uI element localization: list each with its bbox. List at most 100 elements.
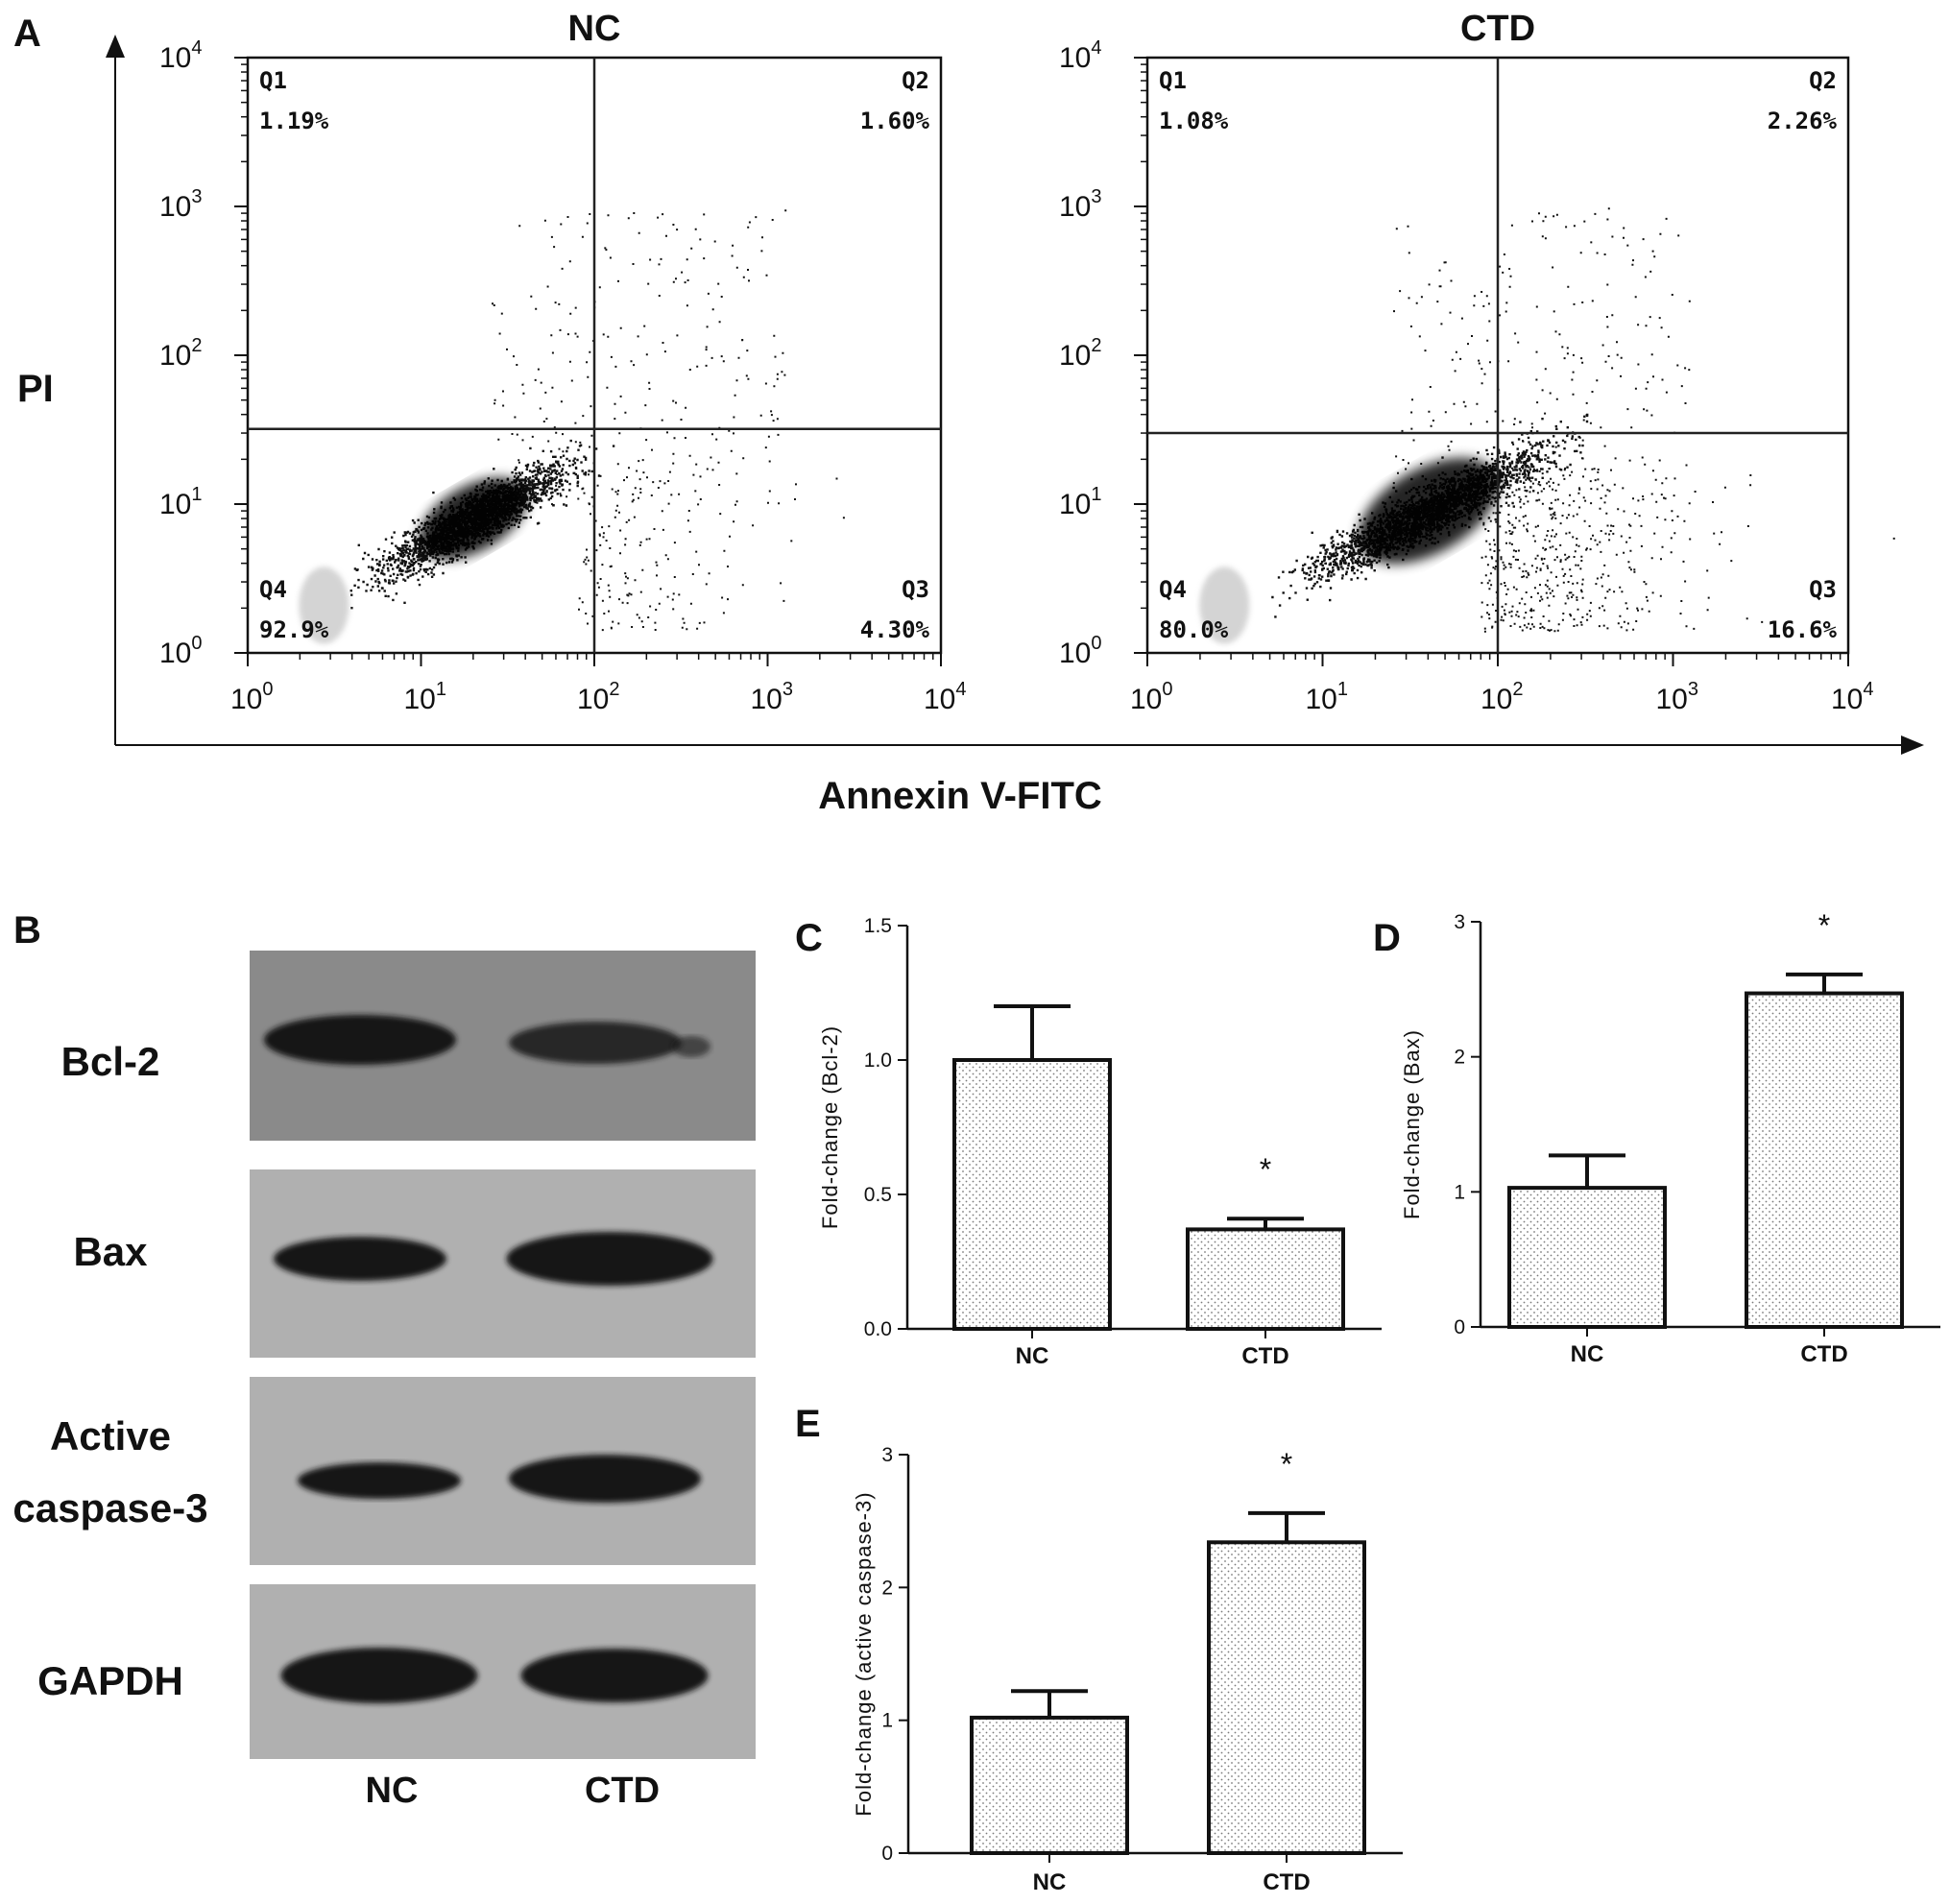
panel-letter-a: A (13, 12, 41, 55)
panel-letter-e: E (795, 1403, 821, 1445)
x-tick-label: 102 (1481, 679, 1524, 715)
blot-band (509, 1455, 701, 1503)
bar-chart-bcl2: NC * CTD 0.0 0.5 1.0 1.5 Fold-change (Bcl-2) (818, 915, 1382, 1369)
y-tick-label: 0.5 (864, 1184, 892, 1206)
western-blot: Bcl-2 Bax Active caspase-3 GAPDH NC CTD (12, 951, 756, 1811)
y-tick-label: 104 (159, 37, 203, 74)
y-tick-label: 2 (881, 1577, 893, 1599)
scatter-points (299, 209, 845, 644)
blot-band (506, 1232, 713, 1286)
x-tick-label: 102 (577, 679, 620, 715)
debris-cloud (1199, 566, 1250, 644)
quadrant-name: Q4 (259, 576, 287, 603)
x-tick-label: 104 (924, 679, 967, 715)
blot-band (520, 1649, 709, 1702)
significance-star: * (1281, 1447, 1292, 1482)
blot-band (298, 1462, 461, 1499)
bar (1186, 1227, 1345, 1332)
x-tick-label: 100 (230, 679, 274, 715)
quadrant-name: Q3 (902, 576, 929, 603)
bar (970, 1715, 1129, 1856)
y-tick-label: 1.5 (864, 915, 892, 937)
y-axis-label: Fold-change (active caspase-3) (852, 1491, 876, 1816)
y-tick-label: 104 (1059, 37, 1102, 74)
quadrant-name: Q2 (1809, 67, 1837, 94)
panel-a-axes: PI Annexin V-FITC (17, 35, 1924, 817)
blot-band (264, 1015, 456, 1065)
quadrant-name: Q3 (1809, 576, 1837, 603)
scatter-dots (1271, 207, 1895, 633)
panel-letter-b: B (13, 909, 41, 952)
quadrant-name: Q4 (1159, 576, 1187, 603)
y-tick-label: 3 (881, 1444, 893, 1466)
significance-star: * (1818, 908, 1830, 943)
y-tick-label: 2 (1454, 1047, 1465, 1069)
flow-plot-nc: NC 100 101 102 103 104 100 101 102 103 104 Q1 1.19% Q… (159, 9, 967, 715)
x-tick-label: CTD (1241, 1343, 1288, 1369)
y-tick-label: 102 (1059, 335, 1102, 372)
flow-title: CTD (1460, 9, 1535, 49)
y-tick-label: 103 (159, 186, 203, 223)
flow-title: NC (568, 9, 621, 49)
y-tick-label: 101 (1059, 484, 1102, 520)
panel-letter-c: C (795, 917, 823, 959)
y-tick-label: 1 (1454, 1181, 1465, 1203)
x-tick-label: NC (1033, 1869, 1067, 1895)
blot-band (274, 1237, 446, 1281)
quadrant-percent: 1.08% (1159, 108, 1229, 134)
x-tick-label: 104 (1831, 679, 1874, 715)
y-tick-label: 100 (159, 633, 203, 669)
scatter-dots (349, 209, 845, 632)
quadrant-percent: 2.26% (1768, 108, 1838, 134)
bar (952, 1058, 1112, 1331)
quadrant-percent: 80.0% (1159, 616, 1229, 643)
quadrant-name: Q1 (1159, 67, 1187, 94)
quadrant-percent: 16.6% (1768, 616, 1838, 643)
x-tick-label: 103 (751, 679, 794, 715)
quadrant-percent: 1.19% (259, 108, 329, 134)
quadrant-percent: 92.9% (259, 616, 329, 643)
blot-band (672, 1036, 710, 1057)
y-tick-label: 1 (881, 1710, 893, 1732)
bar (1507, 1186, 1667, 1329)
scatter-points (1199, 207, 1895, 644)
significance-star: * (1260, 1152, 1271, 1187)
debris-cloud (299, 566, 349, 644)
blot-lane-label: NC (366, 1771, 419, 1811)
x-tick-label: 100 (1130, 679, 1173, 715)
x-tick-label: CTD (1263, 1869, 1310, 1895)
bar-chart-caspase3: NC * CTD 0 1 2 3 Fold-change (active caspase-3) (852, 1444, 1403, 1895)
blot-row-label: GAPDH (37, 1658, 183, 1703)
x-tick-label: 101 (404, 679, 447, 715)
y-tick-label: 1.0 (864, 1049, 892, 1072)
bar (1745, 991, 1904, 1329)
panel-letter-d: D (1373, 917, 1401, 959)
blot-row-label: Bcl-2 (61, 1039, 160, 1084)
x-tick-label: NC (1016, 1343, 1049, 1369)
population-core (1358, 457, 1499, 565)
x-tick-label: NC (1571, 1341, 1604, 1367)
blot-band (280, 1648, 478, 1703)
bar (1207, 1540, 1366, 1856)
y-axis-label: Fold-change (Bax) (1400, 1029, 1424, 1219)
y-tick-label: 0 (881, 1843, 893, 1865)
flow-y-axis-label: PI (17, 368, 54, 410)
y-tick-label: 3 (1454, 911, 1465, 933)
blot-band (509, 1022, 682, 1064)
y-tick-label: 0 (1454, 1316, 1465, 1338)
quadrant-name: Q2 (902, 67, 929, 94)
y-axis-label: Fold-change (Bcl-2) (818, 1025, 842, 1229)
blot-lane-label: CTD (585, 1771, 660, 1811)
y-tick-label: 102 (159, 335, 203, 372)
y-tick-label: 0.0 (864, 1318, 892, 1340)
population-core (419, 477, 528, 560)
bar-chart-bax: NC * CTD 0 1 2 3 Fold-change (Bax) (1400, 908, 1940, 1367)
x-tick-label: 103 (1656, 679, 1699, 715)
quadrant-name: Q1 (259, 67, 287, 94)
blot-row-label: Active (50, 1413, 171, 1458)
flow-x-axis-label: Annexin V-FITC (818, 775, 1102, 817)
y-tick-label: 100 (1059, 633, 1102, 669)
y-tick-label: 101 (159, 484, 203, 520)
blot-row-label: Bax (73, 1229, 148, 1274)
